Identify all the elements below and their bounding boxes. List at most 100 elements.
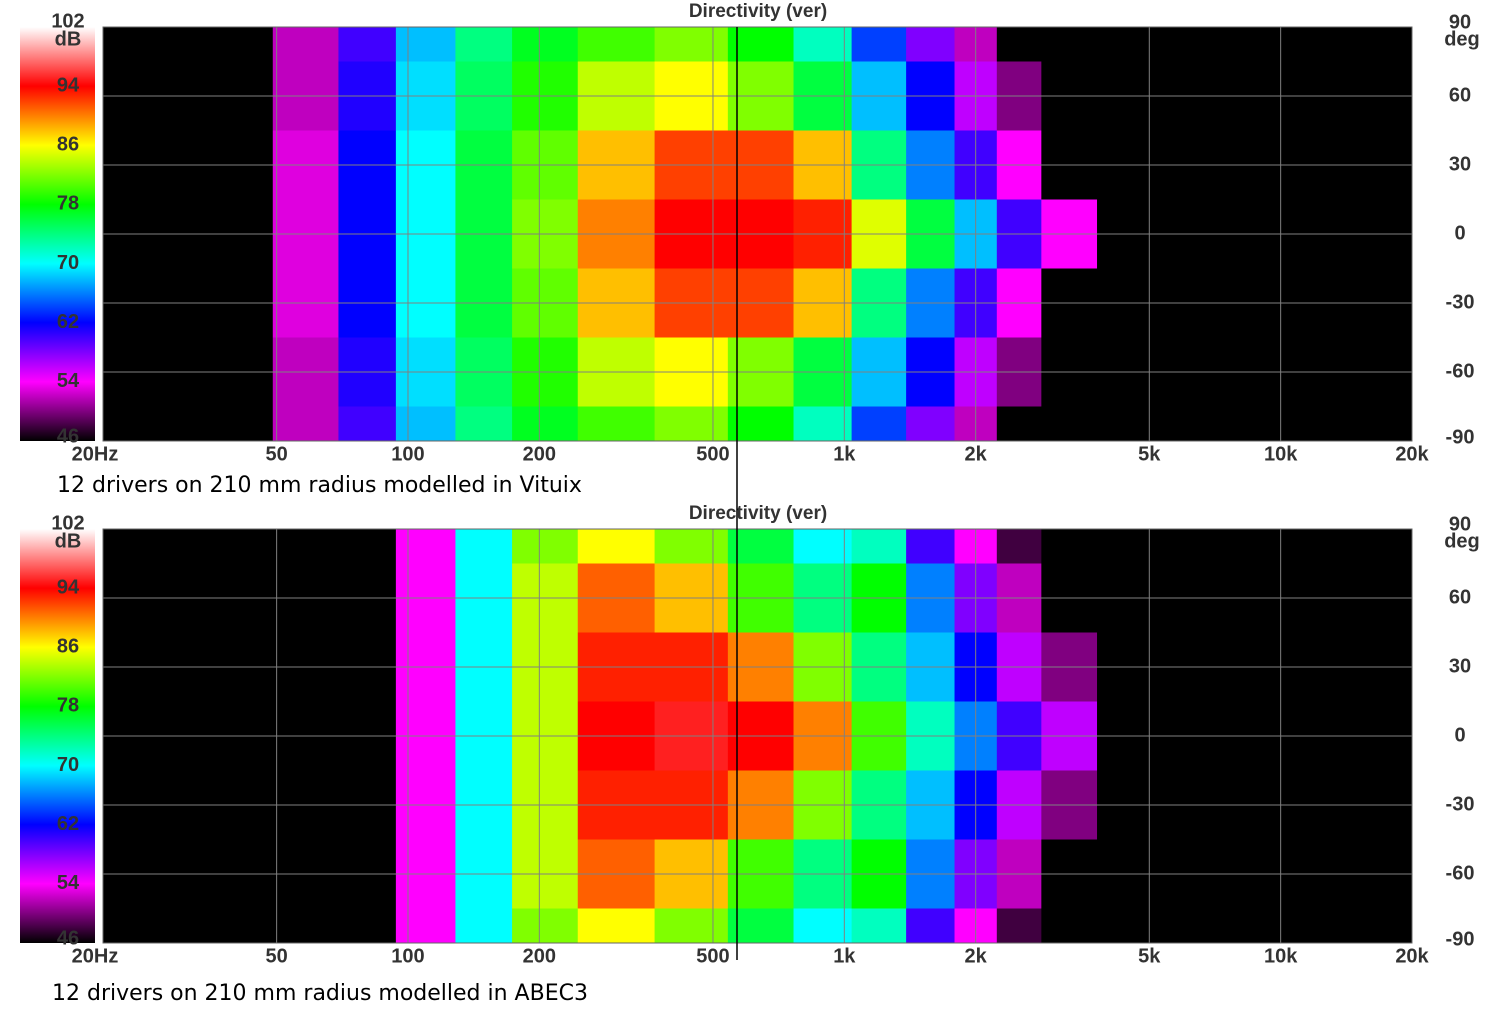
- colorbar-tick-label: 86: [57, 636, 79, 658]
- heat-cell: [996, 529, 1042, 564]
- heat-cell: [577, 406, 656, 442]
- heat-cell: [793, 529, 853, 564]
- x-tick-label: 1k: [833, 443, 856, 465]
- heat-cell: [103, 529, 191, 564]
- x-tick-label: 500: [696, 945, 729, 967]
- heat-cell: [1297, 908, 1413, 944]
- plot-border: [102, 528, 1413, 944]
- heat-cell: [1297, 406, 1413, 442]
- x-tick-label: 20Hz: [72, 443, 119, 465]
- y-axis-label: deg: [1444, 28, 1480, 50]
- colorbar-tick-label: 102: [51, 10, 84, 32]
- x-tick-label: 2k: [965, 443, 988, 465]
- colorbar-tick-label: 54: [57, 370, 80, 392]
- x-tick-label: 50: [266, 443, 288, 465]
- colorbar: [20, 27, 95, 441]
- heat-cell: [338, 27, 397, 62]
- heat-cell: [727, 908, 795, 944]
- heat-cell: [1041, 529, 1098, 564]
- y-tick-label: 60: [1449, 586, 1471, 608]
- x-tick-label: 10k: [1264, 443, 1298, 465]
- heat-cell: [654, 27, 729, 62]
- heat-cell: [851, 908, 907, 944]
- x-tick-label: 100: [391, 443, 424, 465]
- heat-cell: [654, 529, 729, 564]
- caption: 12 drivers on 210 mm radius modelled in …: [57, 473, 582, 498]
- heat-cell: [395, 529, 456, 564]
- x-tick-label: 5k: [1138, 945, 1161, 967]
- heat-cell: [338, 406, 397, 442]
- y-tick-label: 90: [1449, 11, 1471, 33]
- heat-cell: [1097, 27, 1185, 62]
- y-tick-label: -30: [1446, 793, 1475, 815]
- heat-cell: [189, 406, 274, 442]
- heat-cell: [1041, 27, 1098, 62]
- heat-cell: [1041, 908, 1098, 944]
- heat-cell: [793, 908, 853, 944]
- heat-cell: [1183, 529, 1299, 564]
- y-tick-label: -90: [1446, 928, 1475, 950]
- heat-cell: [851, 406, 907, 442]
- colorbar-label: dB: [55, 28, 82, 50]
- heat-cell: [1097, 529, 1185, 564]
- colorbar-tick-label: 94: [57, 74, 80, 96]
- heat-cell: [512, 529, 579, 564]
- heat-cell: [906, 529, 956, 564]
- heat-cell: [189, 908, 274, 944]
- colorbar-tick-label: 78: [57, 193, 79, 215]
- x-tick-label: 1k: [833, 945, 856, 967]
- colorbar-tick-label: 62: [57, 813, 79, 835]
- heat-cell: [395, 27, 456, 62]
- heat-cell: [906, 27, 956, 62]
- colorbar-tick-label: 54: [57, 872, 80, 894]
- x-tick-label: 20k: [1395, 945, 1429, 967]
- heat-cell: [577, 27, 656, 62]
- heat-cell: [727, 406, 795, 442]
- heat-cell: [996, 27, 1042, 62]
- x-tick-label: 20k: [1395, 443, 1429, 465]
- y-tick-label: -90: [1446, 426, 1475, 448]
- y-axis-label: deg: [1444, 530, 1480, 552]
- y-tick-label: 0: [1454, 222, 1465, 244]
- colorbar-tick-label: 70: [57, 252, 79, 274]
- heat-cell: [851, 529, 907, 564]
- chart-title: Directivity (ver): [689, 503, 827, 524]
- y-tick-label: -60: [1446, 360, 1475, 382]
- heat-cell: [851, 27, 907, 62]
- heat-cell: [906, 908, 956, 944]
- colorbar-tick-label: 46: [57, 425, 79, 447]
- x-tick-label: 200: [523, 945, 556, 967]
- colorbar-tick-label: 62: [57, 311, 79, 333]
- heat-cell: [395, 406, 456, 442]
- heat-cell: [654, 406, 729, 442]
- colorbar: [20, 529, 95, 943]
- heat-cell: [189, 529, 274, 564]
- heat-cell: [577, 529, 656, 564]
- heat-cell: [338, 529, 397, 564]
- heat-cell: [577, 908, 656, 944]
- heat-cell: [1183, 406, 1299, 442]
- y-tick-label: -30: [1446, 291, 1475, 313]
- x-tick-label: 5k: [1138, 443, 1161, 465]
- y-tick-label: 90: [1449, 513, 1471, 535]
- heat-cell: [906, 406, 956, 442]
- x-tick-label: 100: [391, 945, 424, 967]
- y-tick-label: 60: [1449, 84, 1471, 106]
- y-tick-label: 0: [1454, 724, 1465, 746]
- chart-title: Directivity (ver): [689, 1, 827, 22]
- heat-cell: [1297, 27, 1413, 62]
- heat-cell: [1297, 529, 1413, 564]
- heat-cell: [1041, 406, 1098, 442]
- y-tick-label: 30: [1449, 153, 1471, 175]
- x-tick-label: 500: [696, 443, 729, 465]
- heat-cell: [727, 529, 795, 564]
- heat-cell: [512, 908, 579, 944]
- heat-cell: [1183, 908, 1299, 944]
- heat-cell: [395, 908, 456, 944]
- heat-cell: [455, 908, 513, 944]
- heat-cell: [272, 406, 339, 442]
- plot-border: [102, 26, 1413, 442]
- heat-cell: [1097, 908, 1185, 944]
- heat-cell: [272, 529, 339, 564]
